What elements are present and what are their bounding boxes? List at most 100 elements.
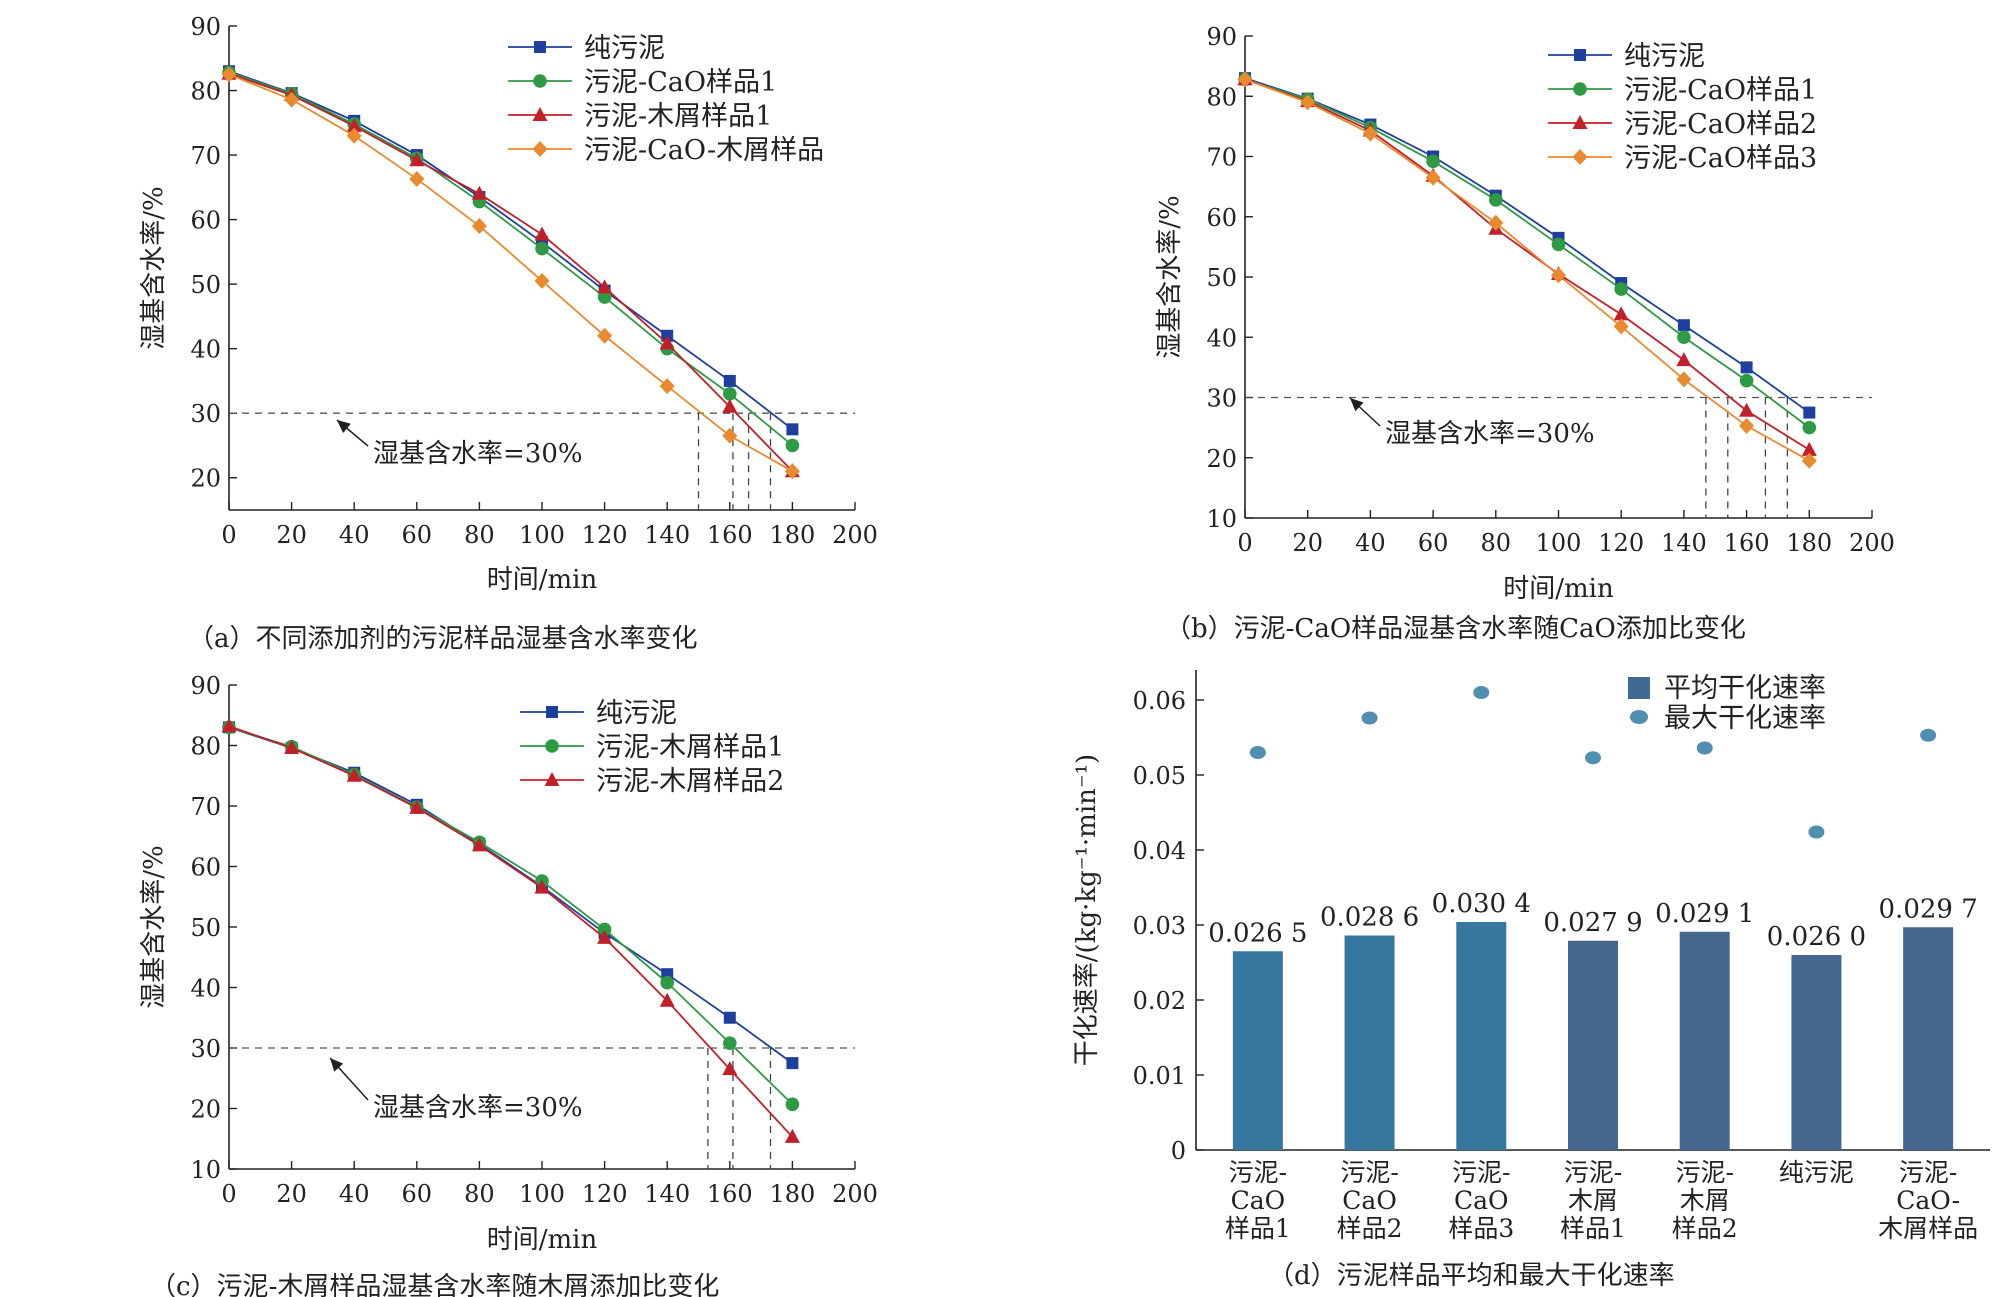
panel-d-bar [1568,940,1618,1150]
panel-a-data-point [346,127,362,144]
panel-b-x-axis-label: 时间/min [1503,574,1614,604]
panel-a-data-point [722,427,738,444]
panel-c-data-point [785,1097,800,1112]
panel-c-xtick-label: 160 [707,1180,753,1208]
panel-b-legend-marker [1572,149,1588,165]
panel-d-ytick-label: 0.01 [1133,1062,1186,1090]
panel-d-category-label: CaO [1342,1186,1397,1215]
panel-d-ytick-label: 0.06 [1133,687,1186,715]
panel-a-data-point [722,398,738,413]
panel-b-xtick-label: 40 [1355,529,1386,557]
panel-d-category-label: 污泥- [1564,1158,1622,1187]
panel-b-data-point [1613,318,1629,335]
panel-b-data-point [1613,306,1629,321]
panel-b-xtick-label: 140 [1661,529,1707,557]
panel-d-legend-label: 平均干化速率 [1664,673,1826,704]
panel-c-ytick-label: 80 [190,733,221,761]
panel-a-data-point [221,66,237,83]
panel-a-data-point [784,463,800,480]
panel-b-data-point [1551,267,1566,284]
panel-a-data-point [659,335,675,350]
panel-a-legend-label: 污泥-木屑样品1 [584,101,772,132]
panel-c-series-line [228,725,794,1138]
panel-b-xtick-label: 20 [1292,529,1323,557]
panel-b-ytick-label: 20 [1206,445,1237,473]
panel-c-xtick-label: 120 [582,1180,628,1208]
panel-b-y-axis-label: 湿基含水率/% [1155,195,1185,358]
panel-d-ytick-label: 0 [1171,1137,1186,1165]
panel-c-ytick-label: 70 [190,793,221,821]
panel-a-x-axis-label: 时间/min [487,565,598,595]
panel-a-xtick-label: 60 [402,521,433,549]
panel-a-caption: （a）不同添加剂的污泥样品湿基含水率变化 [188,624,698,654]
panel-b-data-point [1677,319,1690,332]
panel-d: 0 0.01 0.02 0.03 0.04 0.05 0.06 干化速率/(kg·kg⁻¹·m… [1072,670,1990,1291]
panel-d-category-label: 样品1 [1225,1214,1291,1243]
panel-b-ytick-label: 80 [1206,83,1237,111]
panel-a-data-point [659,378,675,395]
panel-d-category-label: CaO [1231,1186,1286,1215]
panel-d-bar [1344,935,1395,1150]
panel-a-xtick-label: 180 [769,521,815,549]
panel-d-category-label: CaO- [1896,1186,1960,1215]
panel-b-data-point [1614,282,1628,296]
panel-d-ytick-label: 0.04 [1133,837,1186,865]
panel-a-data-point [535,241,549,256]
panel-a-data-point [785,438,800,453]
panel-d-category-label: 纯污泥 [1779,1158,1854,1187]
panel-b-data-point [1739,373,1754,388]
panel-b-xtick-label: 120 [1598,529,1644,557]
panel-d-category-label: 污泥- [1452,1158,1510,1187]
panel-a-xtick-label: 140 [644,521,690,549]
panel-a-legend-label: 纯污泥 [584,33,665,64]
panel-b-data-point [1676,371,1692,388]
panel-b-legend-marker [1573,82,1587,96]
panel-b-xtick-label: 60 [1418,529,1449,557]
panel-b-xtick-label: 80 [1481,529,1512,557]
panel-c-legend-label: 污泥-木屑样品2 [596,766,784,797]
panel-a-xtick-label: 100 [519,521,565,549]
panel-d-bar [1232,951,1283,1150]
panel-a-xtick-label: 160 [707,521,753,549]
panel-b-data-point [1740,361,1753,374]
panel-a-xtick-label: 20 [276,521,307,549]
panel-c-xtick-label: 40 [339,1180,370,1208]
panel-a-arrow-head [337,420,351,433]
panel-a-data-point [534,272,550,289]
panel-a-data-point [284,91,300,108]
panel-c-data-point [597,929,613,944]
panel-c-x-axis-label: 时间/min [487,1225,598,1255]
panel-b-xtick-label: 100 [1536,529,1582,557]
panel-a-ytick-label: 50 [190,271,221,299]
panel-b-ytick-label: 10 [1206,505,1237,533]
panel-d-category-label: 污泥- [1675,1158,1733,1187]
panel-a-ytick-label: 90 [190,13,221,41]
panel-d-category-label: 样品3 [1448,1214,1514,1243]
panel-d-max-rate-point [1473,686,1490,699]
panel-c-ytick-label: 10 [190,1156,221,1184]
panel-b-ytick-label: 30 [1206,385,1237,413]
panel-a-data-point [597,279,613,294]
panel-c-ytick-label: 30 [190,1035,221,1063]
panel-b-threshold-annotation: 湿基含水率=30% [1385,419,1595,449]
panel-c-legend-marker [544,772,560,786]
panel-d-category-label: 污泥- [1899,1158,1957,1187]
panel-d-category-label: 木屑样品 [1878,1214,1978,1243]
panel-c-data-point [784,1128,800,1143]
panel-d-bar-label: 0.027 9 [1543,908,1642,938]
panel-a-data-point [471,218,487,235]
panel-c-xtick-label: 180 [769,1180,815,1208]
panel-b-series-line [1244,78,1810,429]
panel-d-category-label: 木屑 [1680,1186,1730,1215]
panel-a-data-point [534,226,550,241]
panel-c-xtick-label: 20 [276,1180,307,1208]
panel-b-xtick-label: 160 [1724,529,1770,557]
panel-b-data-point [1802,420,1817,435]
panel-c-caption: （c）污泥-木屑样品湿基含水率随木屑添加比变化 [150,1272,719,1297]
panel-b-ytick-label: 50 [1206,264,1237,292]
panel-a-ytick-label: 80 [190,78,221,106]
panel-c-data-point [723,1036,737,1050]
panel-c-ytick-label: 50 [190,914,221,942]
panel-c-data-point [723,1011,736,1024]
